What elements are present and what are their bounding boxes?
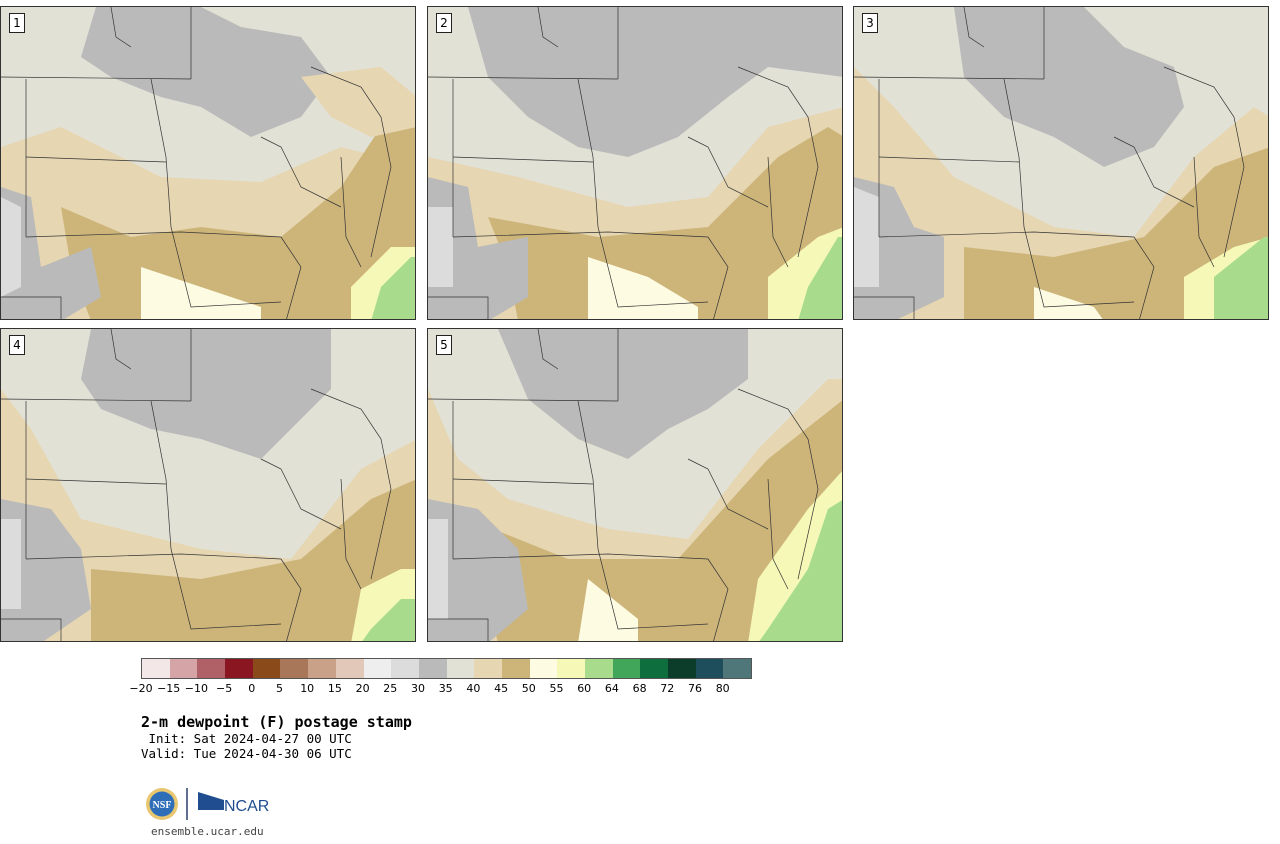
colorbar-tick-label: 35	[438, 682, 453, 695]
ncar-logo-text: NCAR	[224, 798, 269, 815]
colorbar-cell	[363, 659, 392, 678]
member-panel-2: 2	[427, 6, 843, 320]
dewpoint-map-3	[854, 7, 1268, 319]
colorbar-tick-label: 60	[577, 682, 592, 695]
init-time: Init: Sat 2024-04-27 00 UTC	[141, 731, 352, 746]
nsf-logo: NSF	[146, 788, 178, 820]
panel-label-1: 1	[9, 13, 25, 33]
colorbar-tick-label: 40	[466, 682, 481, 695]
colorbar-cell	[225, 659, 253, 678]
colorbar-tick-label: −10	[184, 682, 208, 695]
colorbar-cell	[418, 659, 447, 678]
ncar-logo: NCAR	[198, 792, 269, 815]
colorbar-cell	[197, 659, 226, 678]
website-link[interactable]: ensemble.ucar.edu	[151, 825, 264, 838]
dewpoint-map-1	[1, 7, 415, 319]
colorbar-cell	[280, 659, 309, 678]
dewpoint-map-5	[428, 329, 842, 641]
colorbar-cell	[252, 659, 281, 678]
colorbar-tick-label: −5	[215, 682, 233, 695]
dewpoint-map-4	[1, 329, 415, 641]
colorbar-cell	[723, 659, 752, 678]
colorbar-tick-label: 45	[494, 682, 509, 695]
colorbar-tick-label: 55	[549, 682, 564, 695]
valid-time: Valid: Tue 2024-04-30 06 UTC	[141, 746, 352, 761]
panel-label-2: 2	[436, 13, 452, 33]
logos: NSF NCAR	[146, 788, 269, 820]
colorbar-cell	[391, 659, 419, 678]
colorbar	[141, 658, 753, 679]
member-panel-1: 1	[0, 6, 416, 320]
colorbar-tick-label: 30	[411, 682, 425, 695]
colorbar-cell	[142, 659, 170, 678]
colorbar-tick-label: 25	[383, 682, 398, 695]
colorbar-tick-label: 50	[521, 682, 536, 695]
colorbar-cell	[501, 659, 530, 678]
colorbar-cell	[695, 659, 724, 678]
colorbar-tick-label: 64	[604, 682, 619, 695]
panel-label-3: 3	[862, 13, 878, 33]
colorbar-cell	[640, 659, 669, 678]
member-panel-5: 5	[427, 328, 843, 642]
colorbar-tick-label: 72	[660, 682, 675, 695]
panel-label-5: 5	[436, 335, 452, 355]
colorbar-tick-label: −20	[129, 682, 153, 695]
panel-label-4: 4	[9, 335, 25, 355]
colorbar-tick-label: 80	[715, 682, 730, 695]
colorbar-cell	[668, 659, 696, 678]
colorbar-cell	[585, 659, 613, 678]
colorbar-tick-label: 20	[355, 682, 370, 695]
colorbar-cell	[557, 659, 585, 678]
colorbar-cell	[474, 659, 502, 678]
colorbar-ticks: −20 −15 −10 −5 0 5 10 15 20 25 30 35 40 45 50 55 60 64 68 7…	[129, 682, 761, 696]
colorbar-tick-label: 76	[688, 682, 702, 695]
colorbar-tick-label: 68	[632, 682, 647, 695]
colorbar-tick-label: 10	[300, 682, 315, 695]
colorbar-cell	[308, 659, 336, 678]
colorbar-cell	[612, 659, 641, 678]
colorbar-tick-label: −15	[157, 682, 181, 695]
colorbar-tick-label: 5	[276, 682, 283, 695]
member-panel-4: 4	[0, 328, 416, 642]
chart-title: 2-m dewpoint (F) postage stamp	[141, 713, 412, 731]
colorbar-cell	[529, 659, 558, 678]
dewpoint-map-2	[428, 7, 842, 319]
colorbar-cell	[335, 659, 364, 678]
member-panel-3: 3	[853, 6, 1269, 320]
colorbar-cell	[446, 659, 475, 678]
colorbar-tick-label: 0	[248, 682, 256, 695]
nsf-logo-text: NSF	[153, 800, 172, 811]
colorbar-cell	[169, 659, 198, 678]
colorbar-tick-label: 15	[327, 682, 342, 695]
